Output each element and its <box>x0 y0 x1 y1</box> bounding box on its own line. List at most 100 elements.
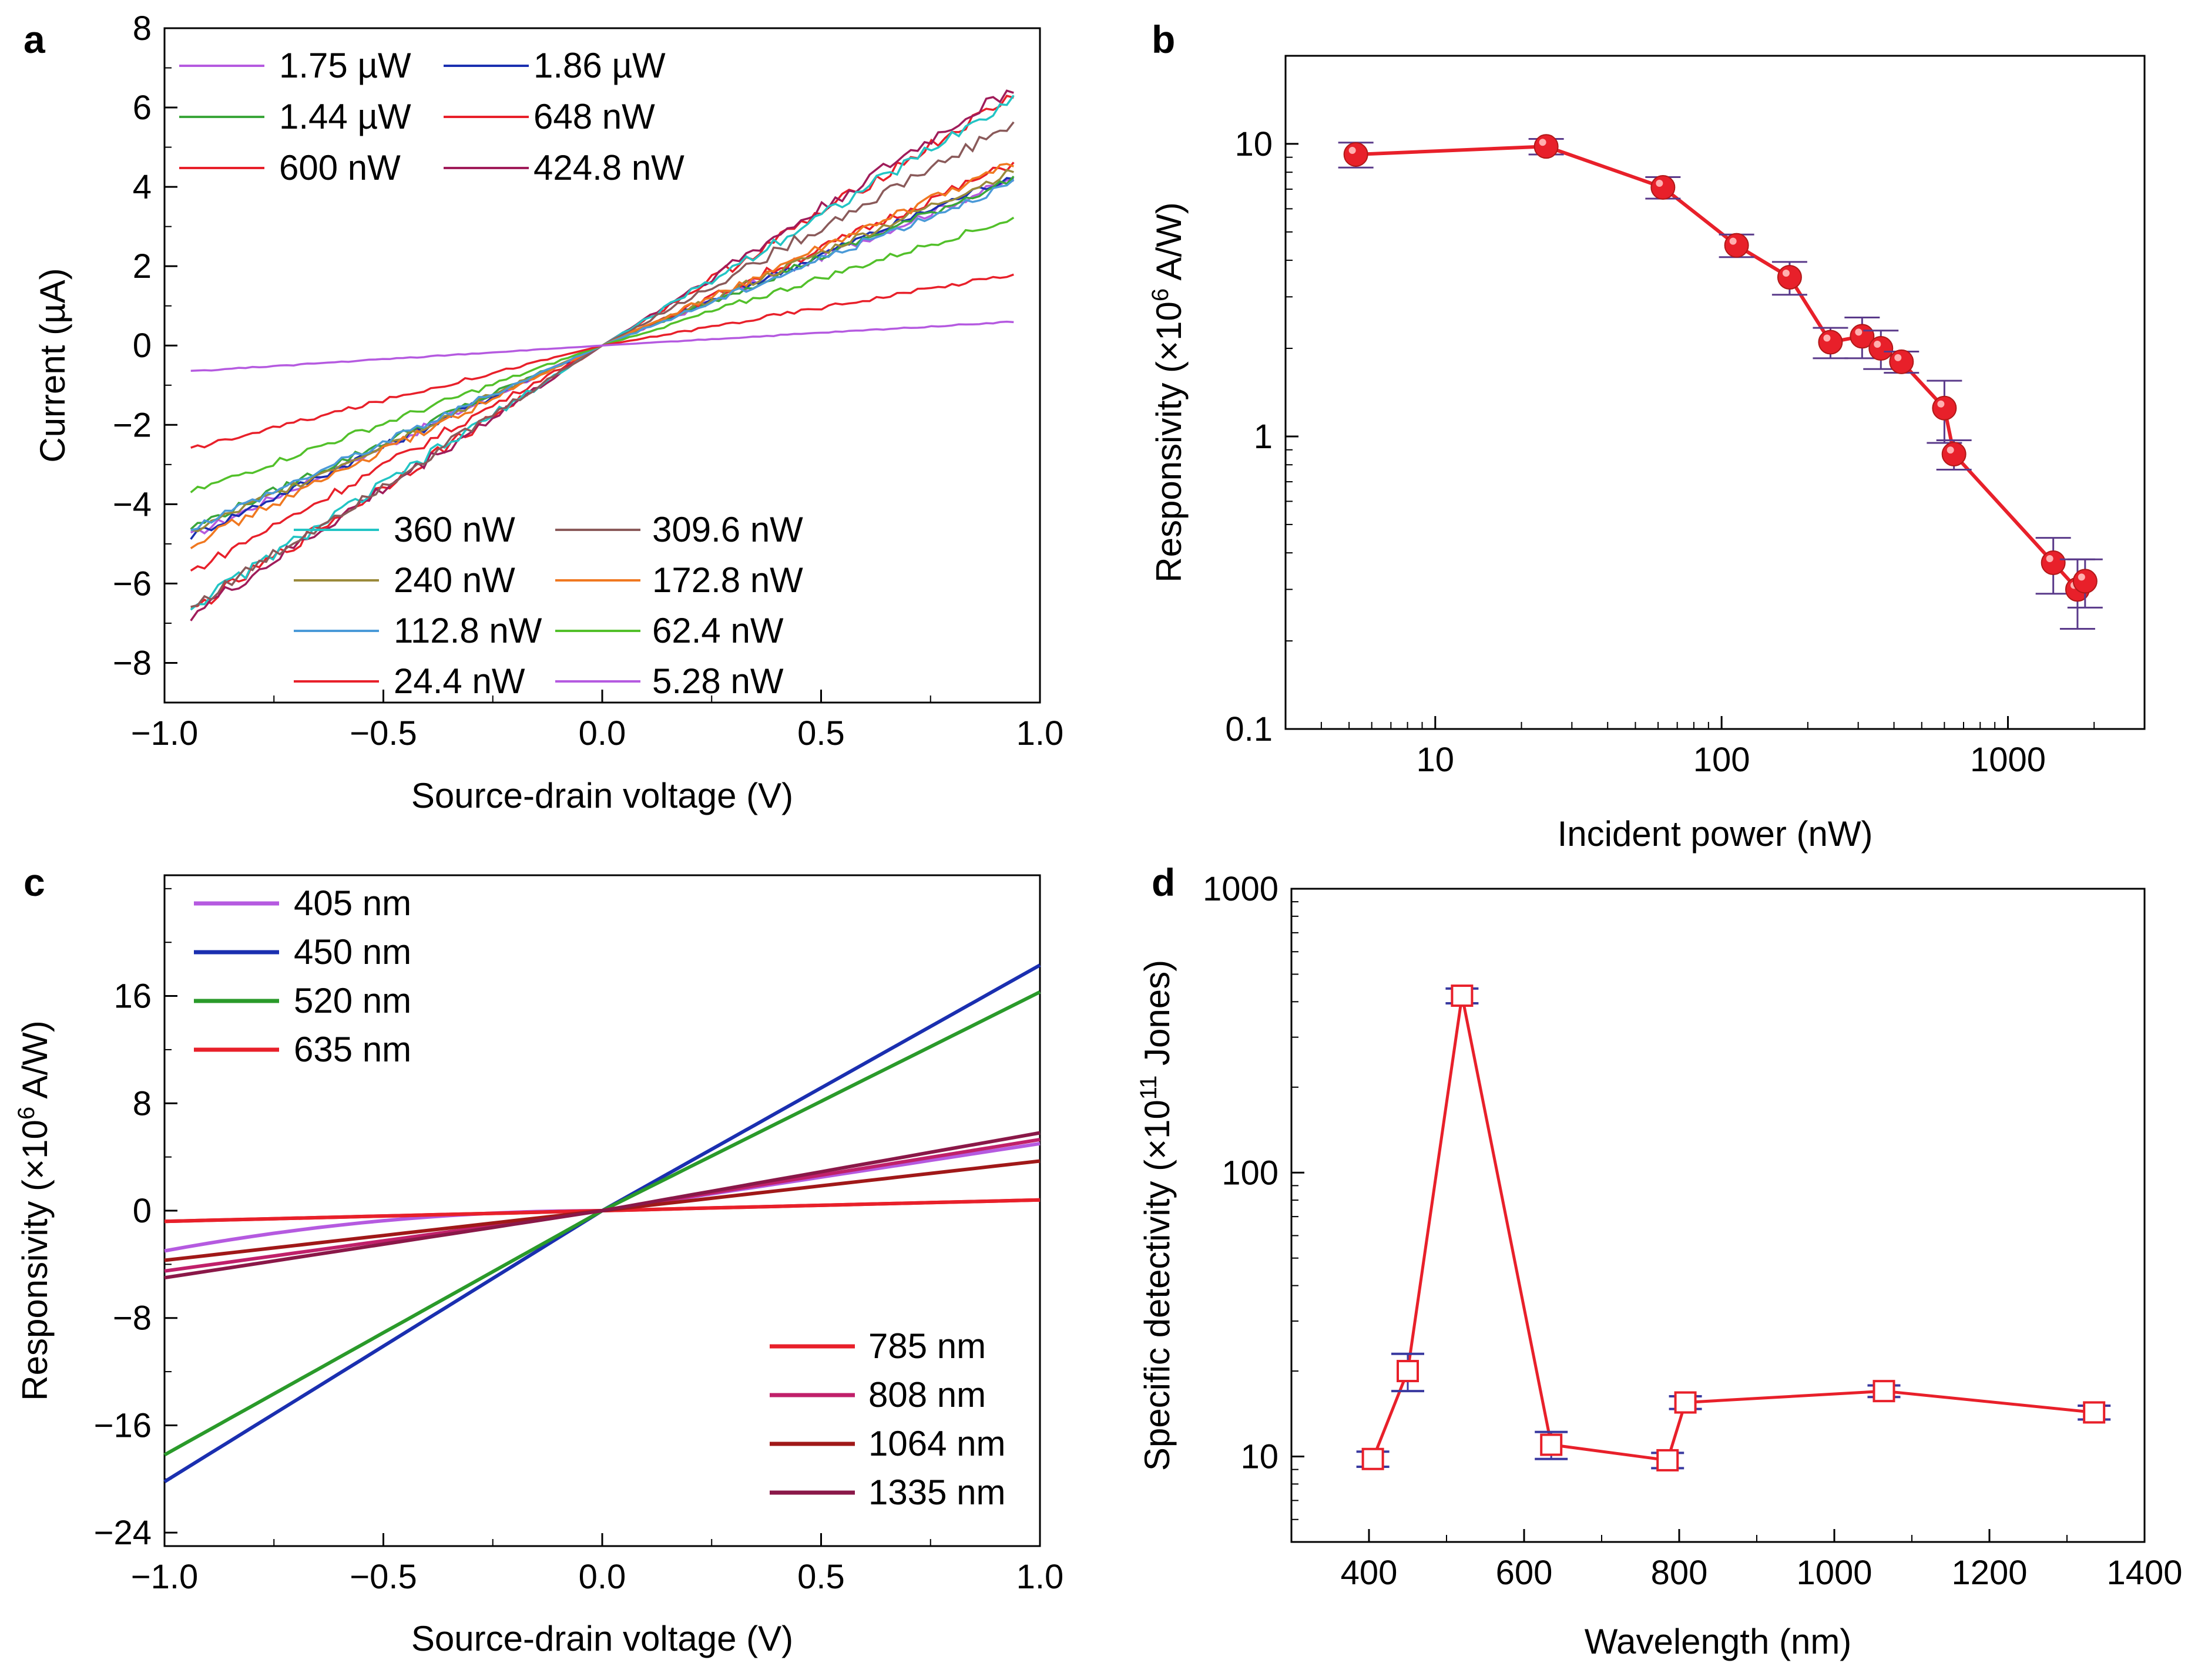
series-line <box>164 1131 1041 1280</box>
y-tick-label: 0 <box>133 327 152 365</box>
x-tick-label: 0.5 <box>797 714 845 752</box>
data-point <box>1889 349 1914 374</box>
series-line <box>1371 995 2095 1462</box>
series-line <box>190 163 1014 549</box>
legend-label: 1.86 µW <box>533 46 666 85</box>
y-tick-label: 2 <box>133 247 152 285</box>
y-tick-label: 8 <box>133 1084 152 1123</box>
panel-a-plot: −1.0 −0.5 0.0 0.5 1.0 −8 −6 −4 −2 0 2 4 6 8 1.75 µW 1.8… <box>113 9 1063 752</box>
series-line <box>190 216 1015 493</box>
y-tick-label: 100 <box>1222 1154 1278 1192</box>
data-point-highlight <box>1729 237 1737 245</box>
data-point-highlight <box>1937 400 1945 408</box>
data-point <box>1650 175 1676 200</box>
panel-c-ylabel: Responsivity (×106 A/W) <box>14 1020 55 1401</box>
x-tick-label: −1.0 <box>131 714 199 752</box>
panel-b-plot: 10 100 1000 0.1 1 10 <box>1225 125 2103 779</box>
x-tick-label: −0.5 <box>350 714 417 752</box>
legend-label: 62.4 nW <box>652 611 784 650</box>
data-point-highlight <box>1656 180 1663 187</box>
x-tick-label: 1000 <box>1970 741 2046 779</box>
data-point <box>1818 330 1843 355</box>
panel-b-label: b <box>1152 18 1175 61</box>
panel-d-ylabel: Specific detectivity (×1011 Jones) <box>1136 960 1177 1471</box>
data-point <box>1540 1433 1563 1456</box>
x-tick-label: 1.0 <box>1016 714 1064 752</box>
panel-d-frame <box>1290 888 2146 1543</box>
x-tick-label: 1.0 <box>1016 1558 1064 1596</box>
data-point <box>1941 442 1967 467</box>
legend-label: 360 nW <box>394 510 515 549</box>
legend-label: 112.8 nW <box>394 611 542 650</box>
panel-c-plot: −1.0 −0.5 0.0 0.5 1.0 −24 −16 −8 0 8 16 405 nm 450 n… <box>94 883 1064 1596</box>
legend-label: 785 nm <box>868 1326 986 1366</box>
x-tick-label: 10 <box>1417 741 1455 779</box>
data-point <box>1932 395 1957 421</box>
y-tick-label: 0 <box>133 1192 152 1230</box>
y-tick-label: −8 <box>113 644 152 682</box>
legend-label: 24.4 nW <box>394 661 525 701</box>
x-tick-label: −1.0 <box>131 1558 199 1596</box>
data-point <box>1397 1360 1419 1383</box>
data-point <box>1451 985 1474 1007</box>
y-tick-label: −8 <box>113 1299 152 1338</box>
series-line <box>190 169 1014 533</box>
legend-label: 240 nW <box>394 560 515 600</box>
legend-label: 1335 nm <box>868 1473 1006 1512</box>
x-tick-label: 1000 <box>1796 1554 1872 1592</box>
panel-d-label: d <box>1152 861 1175 904</box>
y-tick-label: 1000 <box>1203 870 1278 908</box>
data-point <box>1868 336 1894 361</box>
data-point-highlight <box>1874 341 1881 348</box>
y-tick-label: −24 <box>94 1514 152 1552</box>
data-point <box>1777 264 1802 290</box>
data-point <box>1533 134 1559 159</box>
x-tick-label: 1400 <box>2106 1554 2182 1592</box>
x-tick-label: 0.5 <box>797 1558 845 1596</box>
legend-label: 1.75 µW <box>279 46 411 85</box>
panel-a-label: a <box>24 18 46 61</box>
panel-a-ylabel: Current (µA) <box>33 268 72 462</box>
x-tick-label: 600 <box>1496 1554 1553 1592</box>
series-line <box>190 320 1014 372</box>
y-tick-label: −4 <box>113 485 152 523</box>
legend-label: 405 nm <box>294 883 411 923</box>
panel-b-ylabel: Responsivity (×106 A/W) <box>1147 202 1189 583</box>
legend-label: 5.28 nW <box>652 661 784 701</box>
legend-label: 450 nm <box>294 932 411 972</box>
panel-d-plot: 400 600 800 1000 1200 1400 10 100 1000 <box>1203 870 2183 1592</box>
y-tick-label: 10 <box>1240 1438 1278 1476</box>
data-point <box>1873 1380 1895 1403</box>
series-line <box>190 162 1015 572</box>
data-point-highlight <box>1348 146 1356 154</box>
x-tick-label: −0.5 <box>350 1558 417 1596</box>
data-point <box>1674 1391 1697 1414</box>
panel-b-frame <box>1284 55 2146 730</box>
y-tick-label: 16 <box>113 977 152 1016</box>
y-tick-label: 4 <box>133 168 152 206</box>
y-tick-label: 10 <box>1234 125 1273 163</box>
y-tick-label: 8 <box>133 9 152 48</box>
data-point <box>2041 550 2066 576</box>
x-tick-label: 0.0 <box>579 1558 626 1596</box>
legend-label: 424.8 nW <box>533 148 684 187</box>
x-tick-label: 1200 <box>1951 1554 2027 1592</box>
data-point-highlight <box>1823 334 1831 342</box>
series-line <box>190 273 1014 449</box>
x-tick-label: 800 <box>1651 1554 1708 1592</box>
legend-label: 309.6 nW <box>652 510 803 549</box>
data-point-highlight <box>2078 573 2085 581</box>
legend-label: 808 nm <box>868 1375 986 1414</box>
data-point-highlight <box>1894 354 1902 361</box>
data-point-highlight <box>1782 269 1790 277</box>
y-tick-label: −16 <box>94 1406 152 1444</box>
data-point-highlight <box>1855 328 1863 336</box>
y-tick-label: 6 <box>133 89 152 127</box>
legend-label: 1.44 µW <box>279 97 411 136</box>
legend-label: 172.8 nW <box>652 560 803 600</box>
data-point <box>1343 142 1368 167</box>
series-line <box>164 1137 1041 1273</box>
panel-d-xlabel: Wavelength (nm) <box>1585 1622 1852 1661</box>
series-line <box>1355 145 2087 592</box>
data-point <box>1656 1449 1679 1471</box>
